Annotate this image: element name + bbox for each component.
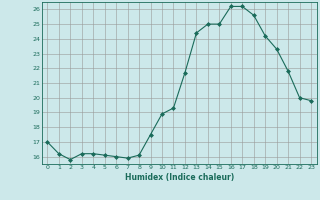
X-axis label: Humidex (Indice chaleur): Humidex (Indice chaleur) [124, 173, 234, 182]
